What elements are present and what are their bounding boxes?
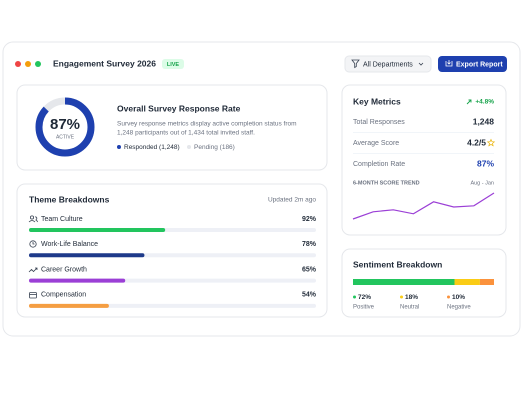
sentiment-name: Positive: [353, 305, 375, 311]
theme-name: Work-Life Balance: [41, 241, 98, 248]
icon: [29, 215, 34, 220]
dot-red: [15, 61, 21, 67]
export-text: Export Report: [456, 61, 503, 68]
metric-value: 4.2/5: [467, 137, 486, 147]
legend-text: Pending (186): [194, 144, 235, 151]
theme-name: Career Growth: [41, 266, 87, 273]
star: [486, 138, 496, 147]
sentiment-title: Sentiment Breakdown: [353, 259, 442, 269]
sentiment-segment: [454, 279, 480, 285]
themes-updated: Updated 2m ago: [268, 197, 316, 204]
icon: [32, 242, 35, 245]
metric-label: Average Score: [353, 140, 399, 147]
icon: [28, 216, 38, 223]
legend-dot: [187, 145, 191, 149]
response-desc: 1,248 participants out of 1,434 total in…: [117, 130, 255, 137]
response-title: Overall Survey Response Rate: [117, 103, 241, 113]
metric-value: 87%: [477, 158, 494, 168]
metric-label: Completion Rate: [353, 161, 405, 168]
sentiment-value: 72%: [358, 294, 371, 301]
sentiment-name: Negative: [447, 305, 471, 311]
up-arrow: [466, 99, 472, 105]
filter-text: All Departments: [363, 61, 413, 68]
sentiment-segment: [353, 279, 455, 285]
theme-name: Team Culture: [41, 216, 83, 223]
response-desc: Survey response metrics display active c…: [117, 121, 297, 128]
badge: [162, 59, 184, 69]
dot-yellow: [25, 61, 31, 67]
bar: [29, 278, 126, 283]
theme-value: 92%: [302, 216, 317, 223]
themes-card: [16, 183, 328, 318]
filter-button[interactable]: [344, 55, 432, 73]
response-caption: ACTIVE: [56, 134, 75, 140]
badge-text: LIVE: [167, 62, 180, 68]
metrics-change: +4.8%: [475, 99, 494, 106]
response-rate: 87%: [50, 116, 80, 133]
sentiment-value: 18%: [405, 294, 418, 301]
theme-value: 78%: [302, 241, 317, 248]
sentiment-value: 10%: [452, 294, 465, 301]
legend-dot: [117, 145, 121, 149]
sentiment-segment: [479, 279, 494, 285]
themes-title: Theme Breakdowns: [29, 194, 110, 204]
theme-value: 65%: [302, 266, 317, 273]
title: Engagement Survey 2026: [53, 58, 156, 68]
legend-dot: [400, 295, 403, 299]
bar: [29, 228, 166, 232]
metrics-card: [341, 84, 507, 236]
icon: [28, 267, 38, 273]
metric-label: Total Responses: [353, 119, 405, 126]
legend-dot: [447, 295, 450, 299]
sentiment-name: Neutral: [400, 305, 419, 311]
chevron: [418, 62, 424, 66]
icon: [29, 240, 37, 248]
response-card: [16, 84, 328, 171]
theme-value: 54%: [302, 292, 317, 299]
filter-icon: [351, 59, 360, 69]
bar: [29, 303, 109, 308]
trend-line: [352, 192, 495, 220]
trend-title: 6-MONTH SCORE TREND: [353, 180, 420, 186]
legend-dot: [353, 295, 356, 299]
theme-name: Compensation: [41, 292, 86, 299]
export-button[interactable]: [438, 56, 507, 72]
metrics-title: Key Metrics: [353, 96, 401, 106]
bar: [29, 253, 145, 258]
trend-range: Aug - Jan: [470, 180, 494, 186]
icon: [29, 292, 37, 299]
donut-arc: [35, 97, 95, 157]
metric-value: 1,248: [473, 116, 495, 126]
legend-text: Responded (1,248): [124, 144, 180, 151]
export-icon: [445, 60, 453, 67]
dot-green: [35, 61, 41, 67]
